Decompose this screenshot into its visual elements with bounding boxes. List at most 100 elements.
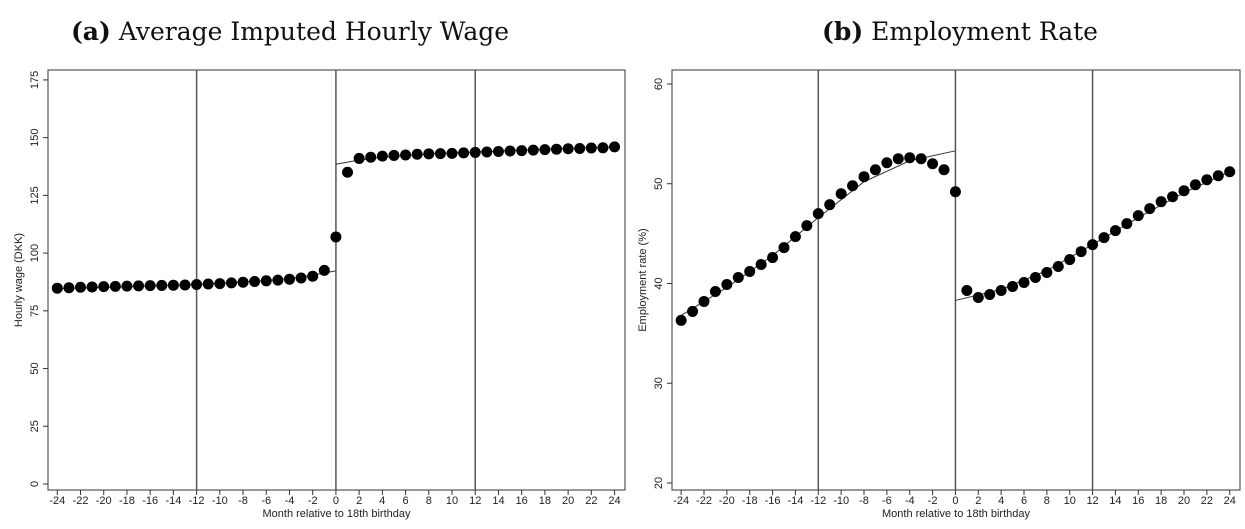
- x-tick-label: -14: [165, 495, 181, 507]
- x-tick-label: -16: [142, 495, 158, 507]
- point: [179, 279, 191, 291]
- point: [961, 284, 973, 296]
- point: [938, 164, 950, 176]
- point: [121, 280, 133, 292]
- point: [892, 153, 904, 165]
- x-tick-label: -4: [285, 495, 295, 507]
- point: [516, 145, 528, 157]
- point: [1144, 203, 1156, 215]
- panel-label: (b): [822, 17, 863, 46]
- x-tick-label: 14: [492, 495, 504, 507]
- point: [481, 146, 493, 158]
- x-tick-label: -6: [261, 495, 271, 507]
- point: [423, 148, 435, 160]
- point: [812, 208, 824, 220]
- point: [609, 141, 621, 153]
- x-tick-label: -18: [742, 495, 758, 507]
- point: [144, 280, 156, 292]
- point: [562, 143, 574, 155]
- y-tick-label: 40: [653, 277, 665, 289]
- x-tick-label: -12: [189, 495, 205, 507]
- point: [1224, 166, 1236, 178]
- x-tick-label: 8: [1044, 495, 1050, 507]
- point: [283, 273, 295, 285]
- point: [527, 144, 539, 156]
- point: [881, 157, 893, 169]
- point: [984, 288, 996, 300]
- x-tick-label: 2: [975, 495, 981, 507]
- point: [972, 291, 984, 303]
- x-tick-label: 10: [446, 495, 458, 507]
- point: [133, 280, 145, 292]
- point: [307, 270, 319, 282]
- y-tick-label: 100: [29, 244, 41, 262]
- point: [732, 272, 744, 284]
- point: [1212, 170, 1224, 182]
- x-tick-label: -8: [859, 495, 869, 507]
- point: [86, 281, 98, 293]
- point: [492, 146, 504, 158]
- point: [869, 164, 881, 176]
- point: [51, 282, 63, 294]
- point: [342, 166, 354, 178]
- point: [1098, 232, 1110, 244]
- point: [1167, 191, 1179, 203]
- point: [597, 142, 609, 154]
- x-tick-label: -24: [49, 495, 65, 507]
- x-tick-label: 6: [403, 495, 409, 507]
- point: [1075, 246, 1087, 258]
- point: [585, 142, 597, 154]
- point: [1029, 272, 1041, 284]
- point: [1201, 174, 1213, 186]
- x-tick-label: 14: [1109, 495, 1121, 507]
- title-text: Average Imputed Hourly Wage: [118, 17, 509, 46]
- x-tick-label: 22: [585, 495, 597, 507]
- x-tick-label: 24: [608, 495, 620, 507]
- point: [1052, 261, 1064, 273]
- y-axis-label: Hourly wage (DKK): [13, 233, 25, 327]
- x-tick-label: -12: [810, 495, 826, 507]
- point: [744, 266, 756, 278]
- x-tick-label: 4: [379, 495, 385, 507]
- x-tick-label: 24: [1224, 495, 1236, 507]
- y-tick-label: 60: [653, 78, 665, 90]
- x-tick-label: -14: [787, 495, 803, 507]
- point: [675, 314, 687, 326]
- x-tick-label: -4: [905, 495, 915, 507]
- point: [801, 220, 813, 232]
- x-tick-label: -24: [673, 495, 689, 507]
- point: [225, 277, 237, 289]
- point: [904, 152, 916, 164]
- x-tick-label: 0: [333, 495, 339, 507]
- point: [539, 144, 551, 156]
- point: [927, 158, 939, 170]
- x-tick-label: 10: [1064, 495, 1076, 507]
- x-tick-label: 22: [1201, 495, 1213, 507]
- point: [202, 278, 214, 290]
- point: [847, 180, 859, 192]
- point: [551, 143, 563, 155]
- x-tick-label: 6: [1021, 495, 1027, 507]
- point: [98, 281, 110, 293]
- x-tick-label: 4: [998, 495, 1004, 507]
- x-tick-label: 18: [1155, 495, 1167, 507]
- point: [824, 199, 836, 211]
- x-tick-label: 8: [426, 495, 432, 507]
- point: [167, 279, 179, 291]
- x-tick-label: -10: [833, 495, 849, 507]
- y-tick-label: 20: [653, 477, 665, 489]
- point: [400, 149, 412, 161]
- point: [295, 272, 307, 284]
- point: [504, 145, 516, 157]
- point: [858, 171, 870, 183]
- x-axis-label: Month relative to 18th birthday: [263, 508, 411, 520]
- point: [318, 264, 330, 276]
- point: [995, 284, 1007, 296]
- title-text: Employment Rate: [871, 17, 1098, 46]
- point: [469, 146, 481, 158]
- point: [434, 148, 446, 160]
- point: [1121, 218, 1133, 230]
- x-tick-label: -2: [308, 495, 318, 507]
- y-tick-label: 0: [29, 481, 41, 487]
- point: [446, 147, 458, 159]
